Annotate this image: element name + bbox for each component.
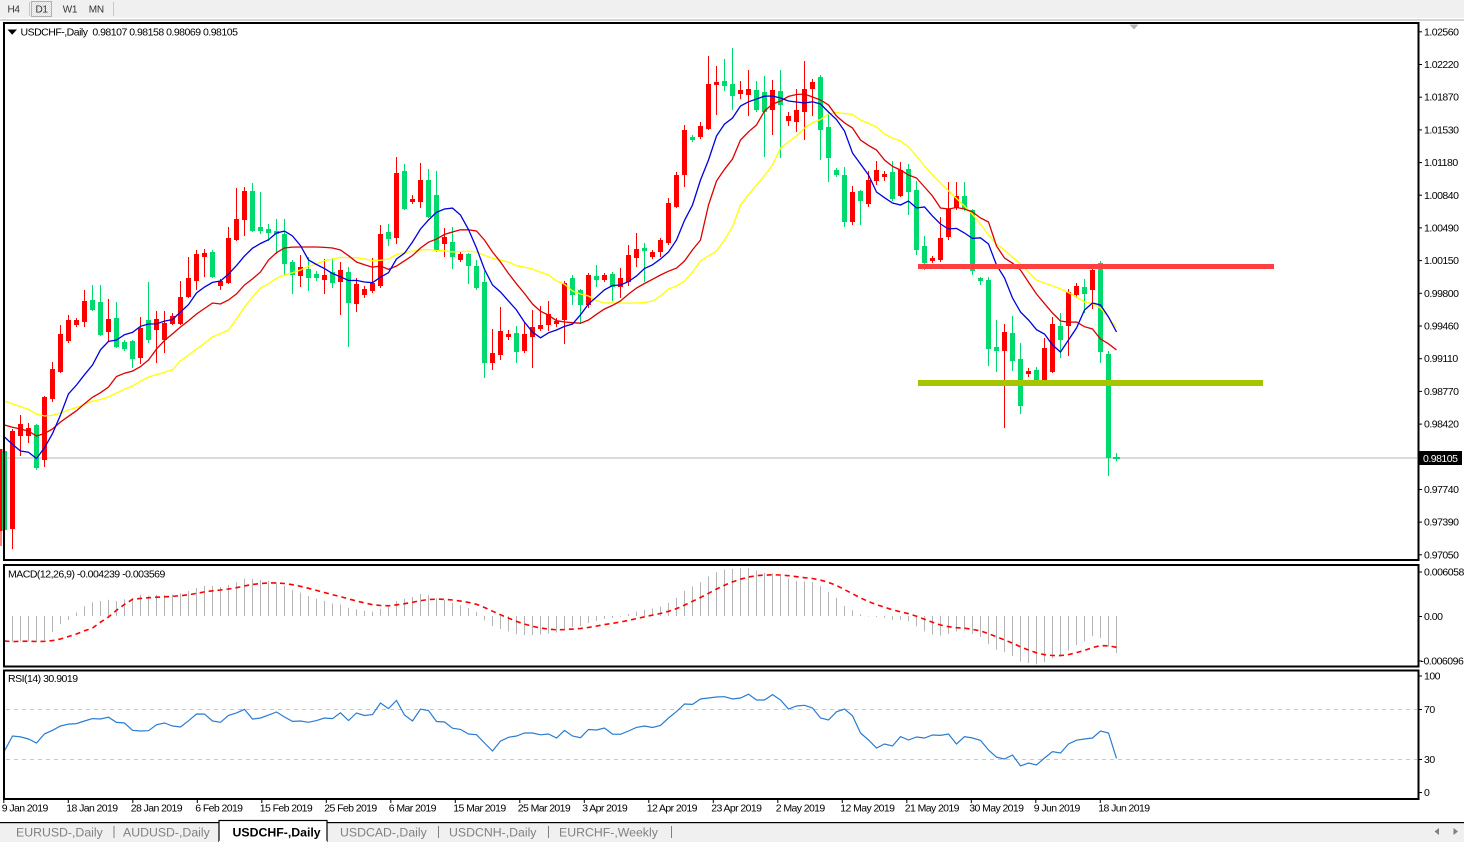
svg-text:70: 70 bbox=[1424, 704, 1435, 716]
svg-text:AUDUSD-,Daily: AUDUSD-,Daily bbox=[123, 826, 211, 840]
svg-text:EURUSD-,Daily: EURUSD-,Daily bbox=[16, 826, 104, 840]
svg-text:H4: H4 bbox=[8, 5, 21, 16]
svg-text:12 May 2019: 12 May 2019 bbox=[840, 803, 895, 815]
svg-text:28 Jan 2019: 28 Jan 2019 bbox=[131, 803, 183, 815]
svg-text:6 Feb 2019: 6 Feb 2019 bbox=[195, 803, 243, 815]
svg-text:0.98105: 0.98105 bbox=[1423, 453, 1458, 465]
svg-text:1.01530: 1.01530 bbox=[1424, 124, 1459, 136]
svg-text:EURCHF-,Weekly: EURCHF-,Weekly bbox=[559, 826, 659, 840]
svg-text:0.99800: 0.99800 bbox=[1424, 288, 1459, 300]
svg-text:0.99460: 0.99460 bbox=[1424, 321, 1459, 333]
svg-text:MN: MN bbox=[89, 5, 104, 16]
svg-text:0.97740: 0.97740 bbox=[1424, 484, 1459, 496]
svg-text:12 Apr 2019: 12 Apr 2019 bbox=[647, 803, 698, 815]
svg-text:USDCNH-,Daily: USDCNH-,Daily bbox=[449, 826, 537, 840]
svg-text:0: 0 bbox=[1424, 787, 1430, 799]
svg-text:23 Apr 2019: 23 Apr 2019 bbox=[711, 803, 762, 815]
svg-text:18 Jan 2019: 18 Jan 2019 bbox=[66, 803, 118, 815]
svg-text:1.01870: 1.01870 bbox=[1424, 92, 1459, 104]
svg-text:21 May 2019: 21 May 2019 bbox=[905, 803, 960, 815]
svg-text:-0.006096: -0.006096 bbox=[1421, 656, 1464, 668]
svg-text:0.99110: 0.99110 bbox=[1424, 353, 1458, 365]
svg-text:0.006058: 0.006058 bbox=[1424, 567, 1464, 579]
svg-text:18 Jun 2019: 18 Jun 2019 bbox=[1098, 803, 1150, 815]
svg-text:1.01180: 1.01180 bbox=[1424, 157, 1458, 169]
svg-text:1.02560: 1.02560 bbox=[1424, 26, 1459, 38]
svg-text:100: 100 bbox=[1424, 671, 1441, 683]
svg-text:MACD(12,26,9) -0.004239 -0.003: MACD(12,26,9) -0.004239 -0.003569 bbox=[8, 569, 166, 581]
svg-text:USDCHF-,Daily: USDCHF-,Daily bbox=[233, 826, 321, 840]
svg-text:1.00840: 1.00840 bbox=[1424, 190, 1459, 202]
svg-text:RSI(14) 30.9019: RSI(14) 30.9019 bbox=[8, 673, 78, 685]
svg-text:0.97390: 0.97390 bbox=[1424, 517, 1459, 529]
svg-text:9 Jan 2019: 9 Jan 2019 bbox=[2, 803, 49, 815]
svg-text:25 Feb 2019: 25 Feb 2019 bbox=[324, 803, 377, 815]
svg-text:3 Apr 2019: 3 Apr 2019 bbox=[582, 803, 628, 815]
svg-text:1.00150: 1.00150 bbox=[1424, 255, 1459, 267]
svg-text:25 Mar 2019: 25 Mar 2019 bbox=[518, 803, 571, 815]
svg-text:0.97050: 0.97050 bbox=[1424, 549, 1459, 561]
svg-text:15 Mar 2019: 15 Mar 2019 bbox=[453, 803, 506, 815]
svg-text:USDCHF-,Daily 0.98107 0.98158: USDCHF-,Daily 0.98107 0.98158 0.98069 0.… bbox=[21, 27, 239, 39]
svg-text:USDCAD-,Daily: USDCAD-,Daily bbox=[340, 826, 428, 840]
svg-text:0.00: 0.00 bbox=[1424, 611, 1443, 623]
svg-text:1.02220: 1.02220 bbox=[1424, 59, 1459, 71]
svg-text:9 Jun 2019: 9 Jun 2019 bbox=[1034, 803, 1081, 815]
svg-text:2 May 2019: 2 May 2019 bbox=[776, 803, 826, 815]
svg-text:0.98770: 0.98770 bbox=[1424, 386, 1459, 398]
svg-text:15 Feb 2019: 15 Feb 2019 bbox=[260, 803, 313, 815]
svg-text:1.00490: 1.00490 bbox=[1424, 222, 1459, 234]
svg-text:D1: D1 bbox=[36, 5, 49, 16]
svg-text:W1: W1 bbox=[63, 5, 78, 16]
svg-text:30 May 2019: 30 May 2019 bbox=[969, 803, 1024, 815]
svg-text:0.98420: 0.98420 bbox=[1424, 419, 1459, 431]
svg-text:30: 30 bbox=[1424, 754, 1435, 766]
svg-text:6 Mar 2019: 6 Mar 2019 bbox=[389, 803, 437, 815]
